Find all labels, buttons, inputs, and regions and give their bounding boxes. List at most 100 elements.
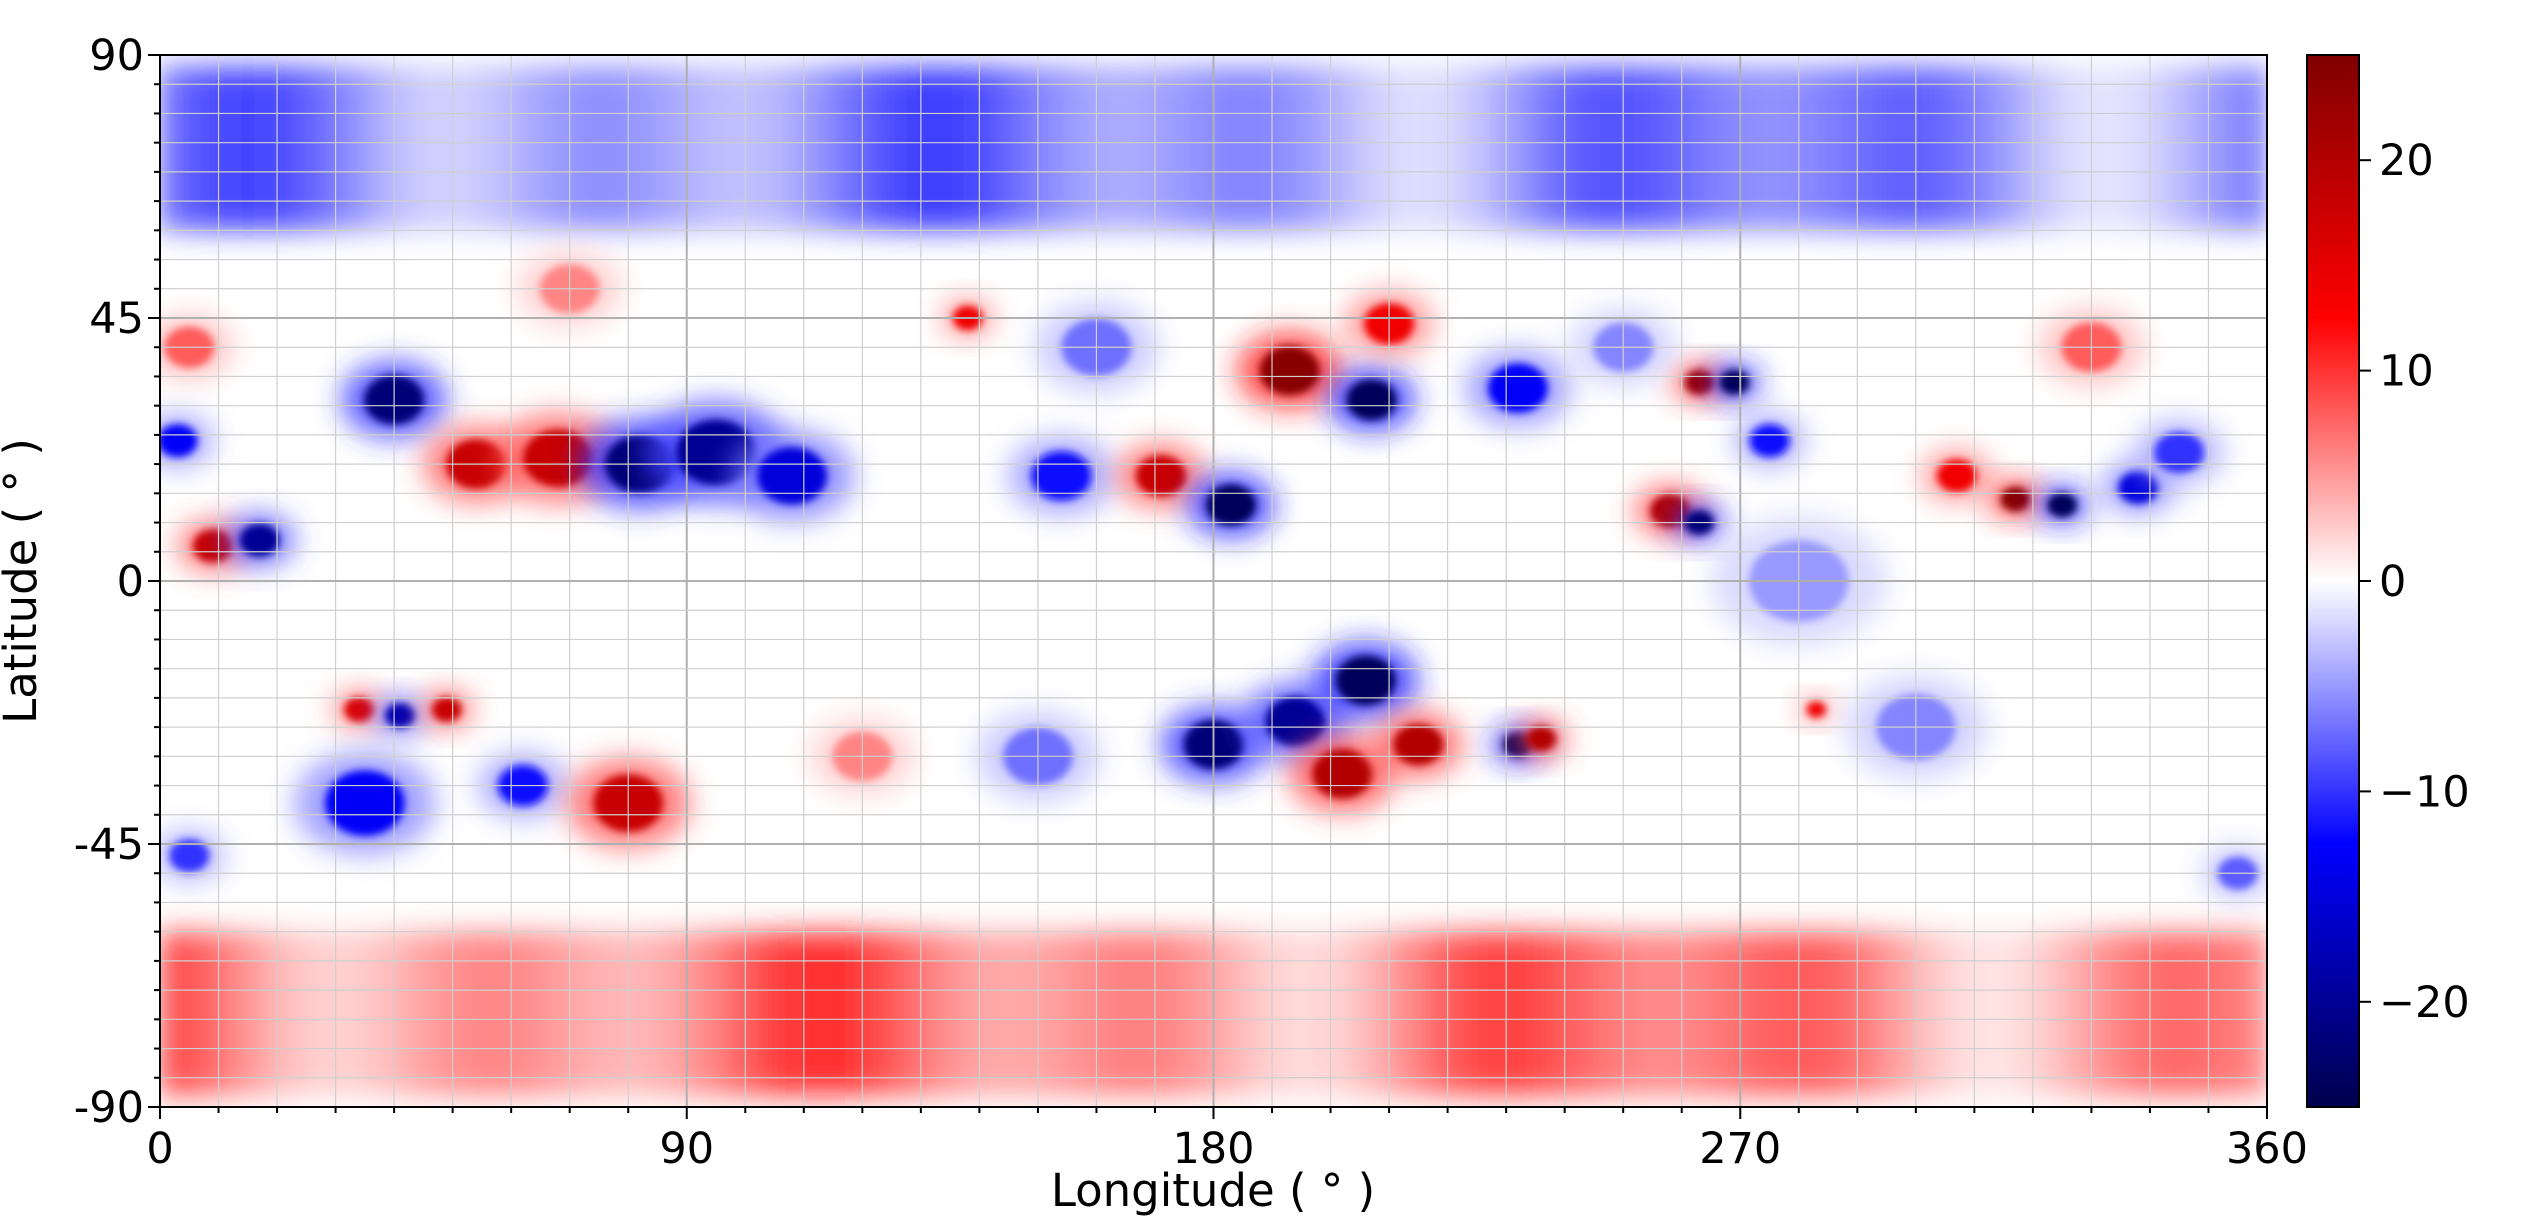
polar-band-cell bbox=[721, 66, 758, 231]
polar-band-cell bbox=[1494, 66, 1531, 231]
feature-core bbox=[1135, 455, 1186, 497]
polar-band-cell bbox=[2161, 66, 2198, 231]
feature-core bbox=[169, 839, 210, 873]
feature-core bbox=[431, 697, 462, 722]
feature-core bbox=[1312, 749, 1373, 799]
polar-band-cell bbox=[1353, 931, 1391, 1096]
colorbar: 20 10 0 −10 −20 bbox=[2306, 54, 2470, 1108]
polar-band-cell bbox=[1283, 931, 1320, 1096]
polar-band-cell bbox=[1775, 66, 1812, 231]
polar-band-cell bbox=[1037, 931, 1075, 1096]
polar-band-cell bbox=[2126, 931, 2163, 1096]
x-tick-label: 360 bbox=[2226, 1124, 2308, 1174]
polar-band-cell bbox=[862, 66, 899, 231]
polar-band-cell bbox=[1845, 931, 1882, 1096]
polar-band-cell bbox=[1108, 931, 1145, 1096]
polar-band-cell bbox=[160, 66, 197, 231]
polar-band bbox=[160, 931, 2267, 1096]
x-tick-label: 270 bbox=[1699, 1124, 1781, 1174]
polar-band-cell bbox=[1389, 931, 1426, 1096]
polar-band-cell bbox=[265, 931, 302, 1096]
polar-band-cell bbox=[792, 931, 829, 1096]
polar-band-cell bbox=[651, 931, 688, 1096]
polar-band-cell bbox=[1529, 931, 1566, 1096]
polar-band-cell bbox=[405, 931, 442, 1096]
polar-band-cell bbox=[967, 931, 1004, 1096]
colorbar-tick-label: −10 bbox=[2379, 767, 2470, 817]
polar-band-cell bbox=[2161, 931, 2198, 1096]
colorbar-ticks: 20 10 0 −10 −20 bbox=[2359, 136, 2470, 1028]
polar-band-cell bbox=[1880, 931, 1917, 1096]
polar-band-cell bbox=[1810, 931, 1847, 1096]
feature-core bbox=[1335, 655, 1396, 705]
polar-band-cell bbox=[792, 66, 829, 231]
polar-band-cell bbox=[405, 66, 442, 231]
polar-band-cell bbox=[1459, 66, 1496, 231]
polar-band-cell bbox=[1213, 931, 1250, 1096]
feature-core bbox=[1206, 484, 1256, 526]
feature-core bbox=[2047, 492, 2078, 518]
feature-core bbox=[1346, 379, 1397, 421]
polar-band-cell bbox=[932, 66, 969, 231]
y-tick-label: 45 bbox=[89, 294, 144, 344]
polar-band-cell bbox=[440, 66, 478, 231]
polar-band-cell bbox=[1634, 66, 1672, 231]
polar-band-cell bbox=[1002, 931, 1039, 1096]
polar-band-cell bbox=[897, 931, 934, 1096]
polar-band-cell bbox=[1740, 931, 1777, 1096]
feature-core bbox=[1259, 346, 1320, 396]
polar-band-cell bbox=[1248, 931, 1285, 1096]
polar-band-cell bbox=[2091, 931, 2128, 1096]
polar-band-cell bbox=[1915, 66, 1952, 231]
polar-band-cell bbox=[756, 931, 794, 1096]
polar-band-cell bbox=[1494, 931, 1531, 1096]
polar-band-cell bbox=[546, 66, 583, 231]
polar-band-cell bbox=[1705, 931, 1742, 1096]
polar-band-cell bbox=[1810, 66, 1847, 231]
polar-band-cell bbox=[1424, 931, 1461, 1096]
polar-band-cell bbox=[1986, 66, 2023, 231]
polar-band-cell bbox=[476, 66, 513, 231]
polar-band-cell bbox=[1950, 66, 1988, 231]
colorbar-tick-label: −20 bbox=[2379, 978, 2470, 1028]
polar-band-cell bbox=[440, 931, 478, 1096]
colorbar-tick-label: 0 bbox=[2379, 557, 2406, 607]
polar-band-cell bbox=[1073, 931, 1110, 1096]
polar-band-cell bbox=[230, 66, 267, 231]
polar-band-cell bbox=[1599, 931, 1636, 1096]
x-tick-label: 90 bbox=[659, 1124, 714, 1174]
polar-band-cell bbox=[2196, 931, 2233, 1096]
polar-band-cell bbox=[2021, 931, 2058, 1096]
polar-band-cell bbox=[1915, 931, 1952, 1096]
polar-band-cell bbox=[1424, 66, 1461, 231]
polar-band-cell bbox=[1880, 66, 1917, 231]
polar-band-cell bbox=[2196, 66, 2233, 231]
polar-band-cell bbox=[300, 931, 337, 1096]
colorbar-tick-label: 10 bbox=[2379, 347, 2434, 397]
feature-core bbox=[325, 770, 405, 836]
polar-band-cell bbox=[616, 931, 653, 1096]
polar-band-cell bbox=[335, 931, 372, 1096]
polar-band-cell bbox=[1459, 931, 1496, 1096]
feature-core bbox=[344, 697, 374, 722]
feature-core bbox=[1265, 696, 1326, 746]
polar-band-cell bbox=[862, 931, 899, 1096]
colorbar-tick-label: 20 bbox=[2379, 136, 2434, 186]
feature-core bbox=[1526, 726, 1557, 752]
feature-core bbox=[385, 703, 415, 728]
polar-band-cell bbox=[1037, 66, 1075, 231]
polar-band-cell bbox=[616, 66, 653, 231]
polar-band-cell bbox=[476, 931, 513, 1096]
polar-band-cell bbox=[370, 931, 407, 1096]
polar-band-cell bbox=[2231, 66, 2267, 231]
polar-band-cell bbox=[370, 66, 407, 231]
polar-band-cell bbox=[1529, 66, 1566, 231]
polar-band-cell bbox=[897, 66, 934, 231]
feature-core bbox=[1806, 701, 1827, 718]
polar-band-cell bbox=[756, 66, 794, 231]
polar-band-cell bbox=[1143, 931, 1180, 1096]
colorbar-gradient bbox=[2306, 54, 2360, 1108]
polar-band-cell bbox=[1283, 66, 1320, 231]
polar-band-cell bbox=[1564, 66, 1601, 231]
polar-band-cell bbox=[1108, 66, 1145, 231]
